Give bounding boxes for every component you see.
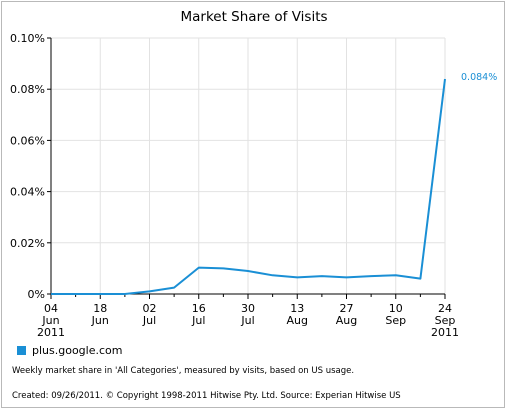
series-plot: 0.084%: [50, 72, 497, 295]
x-tick-label: 2011: [37, 326, 65, 339]
gridlines: [51, 37, 446, 294]
x-tick-label: Jun: [41, 314, 59, 327]
x-axis-ticks: 04Jun201118Jun02Jul16Jul30Jul13Aug27Aug1…: [37, 294, 459, 339]
x-tick-label: 02: [143, 302, 157, 315]
x-tick-label: 18: [93, 302, 107, 315]
x-tick-label: 16: [192, 302, 206, 315]
legend-label: plus.google.com: [32, 344, 123, 357]
x-tick-label: 10: [389, 302, 403, 315]
series-end-label: 0.084%: [461, 72, 497, 83]
x-tick-label: 2011: [431, 326, 459, 339]
footer-credits: Created: 09/26/2011. © Copyright 1998-20…: [12, 391, 401, 401]
x-tick-label: Sep: [385, 314, 406, 327]
y-axis-ticks: 0% 0.02% 0.04% 0.06% 0.08% 0.10%: [10, 32, 51, 301]
legend-swatch: [17, 346, 26, 355]
chart-title: Market Share of Visits: [180, 9, 327, 25]
y-tick-label: 0.08%: [10, 83, 45, 96]
y-tick-label: 0.02%: [10, 237, 45, 250]
x-tick-label: Jul: [240, 314, 254, 327]
x-tick-label: Aug: [287, 314, 308, 327]
x-tick-label: Aug: [336, 314, 357, 327]
x-tick-label: Jul: [191, 314, 205, 327]
x-tick-label: Sep: [435, 314, 456, 327]
x-tick-label: 27: [340, 302, 354, 315]
x-tick-label: 24: [438, 302, 452, 315]
y-tick-label: 0.04%: [10, 186, 45, 199]
y-tick-label: 0%: [28, 288, 45, 301]
series-line: [51, 78, 446, 295]
x-tick-label: 30: [241, 302, 255, 315]
y-tick-label: 0.06%: [10, 134, 45, 147]
legend: plus.google.com: [17, 344, 122, 357]
y-tick-label: 0.10%: [10, 32, 45, 45]
x-tick-label: Jun: [91, 314, 109, 327]
x-tick-label: 04: [44, 302, 58, 315]
x-tick-label: 13: [290, 302, 304, 315]
footnote: Weekly market share in 'All Categories',…: [12, 366, 355, 376]
x-tick-label: Jul: [142, 314, 156, 327]
